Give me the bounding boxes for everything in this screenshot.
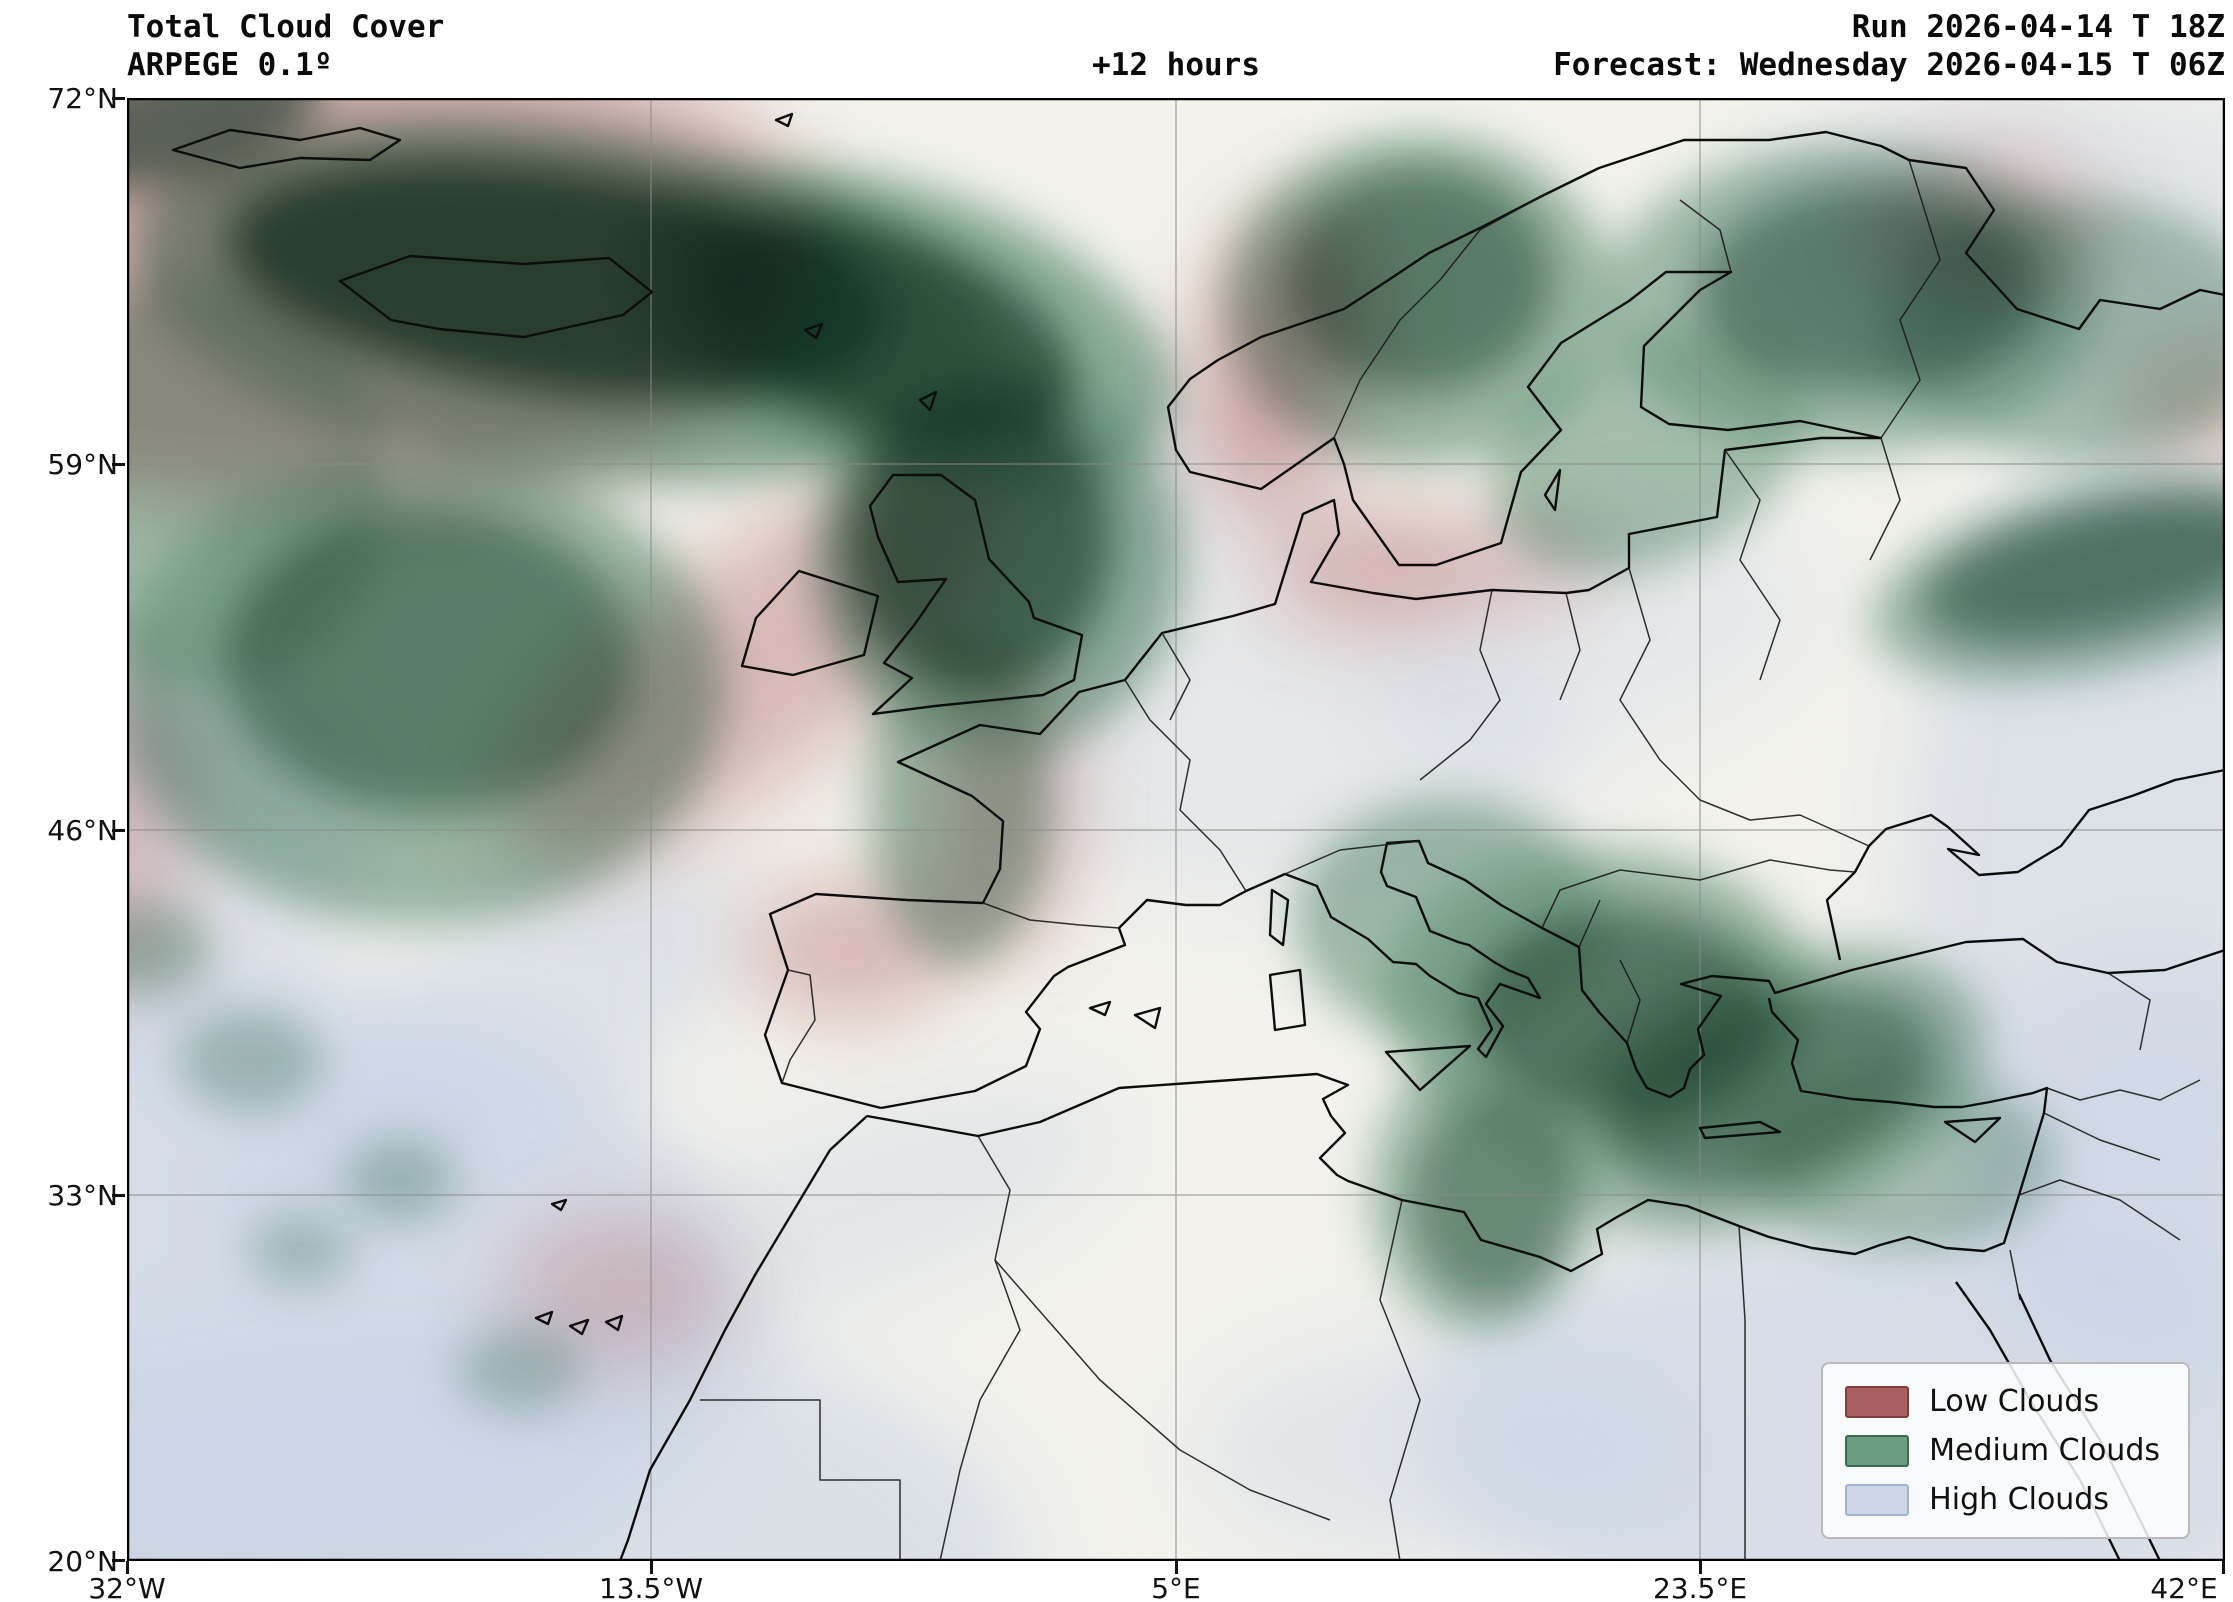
x-tick-5e: 5°E: [1151, 1572, 1201, 1602]
y-tickmark: [112, 1194, 125, 1197]
legend-item-low-clouds: Low Clouds: [1845, 1384, 2160, 1419]
map-canvas: [127, 98, 2225, 1561]
y-tickmark: [112, 97, 125, 100]
y-tick-46n: 46°N: [47, 814, 118, 847]
x-tick-42e: 42°E: [2150, 1572, 2218, 1602]
y-tick-33n: 33°N: [47, 1179, 118, 1212]
y-tickmark: [112, 1559, 125, 1562]
grid-lines: [127, 98, 2225, 1561]
legend-item-high-clouds: High Clouds: [1845, 1482, 2160, 1517]
high-clouds-label: High Clouds: [1929, 1482, 2109, 1517]
low-clouds-label: Low Clouds: [1929, 1384, 2100, 1419]
medium-clouds-label: Medium Clouds: [1929, 1433, 2160, 1468]
medium-clouds-swatch: [1845, 1434, 1910, 1467]
y-tickmark: [112, 463, 125, 466]
x-tick-32w: 32°W: [88, 1572, 166, 1602]
legend-item-medium-clouds: Medium Clouds: [1845, 1433, 2160, 1468]
y-tick-72n: 72°N: [47, 82, 118, 115]
lead-time-label: +12 hours: [1092, 47, 1260, 83]
x-tick-235e: 23.5°E: [1652, 1572, 1748, 1602]
x-tickmark: [650, 1561, 653, 1574]
x-tick-135w: 13.5°W: [598, 1572, 704, 1602]
model-label: ARPEGE 0.1º: [127, 47, 333, 83]
y-tick-20n: 20°N: [47, 1545, 118, 1578]
x-tickmark: [1175, 1561, 1178, 1574]
forecast-label: Forecast: Wednesday 2026-04-15 T 06Z: [1553, 47, 2225, 83]
page-title: Total Cloud Cover: [127, 9, 445, 45]
low-clouds-swatch: [1845, 1385, 1910, 1418]
country-borders: [700, 159, 2201, 1561]
x-tickmark: [2222, 1561, 2225, 1574]
high-clouds-swatch: [1845, 1483, 1910, 1516]
x-tickmark: [126, 1561, 129, 1574]
legend: Low Clouds Medium Clouds High Clouds: [1821, 1362, 2190, 1539]
coastlines: [171, 112, 2225, 1561]
y-tickmark: [112, 829, 125, 832]
x-tickmark: [1699, 1561, 1702, 1574]
run-label: Run 2026-04-14 T 18Z: [1851, 9, 2225, 45]
y-tick-59n: 59°N: [47, 448, 118, 481]
map-frame: [127, 98, 2225, 1561]
